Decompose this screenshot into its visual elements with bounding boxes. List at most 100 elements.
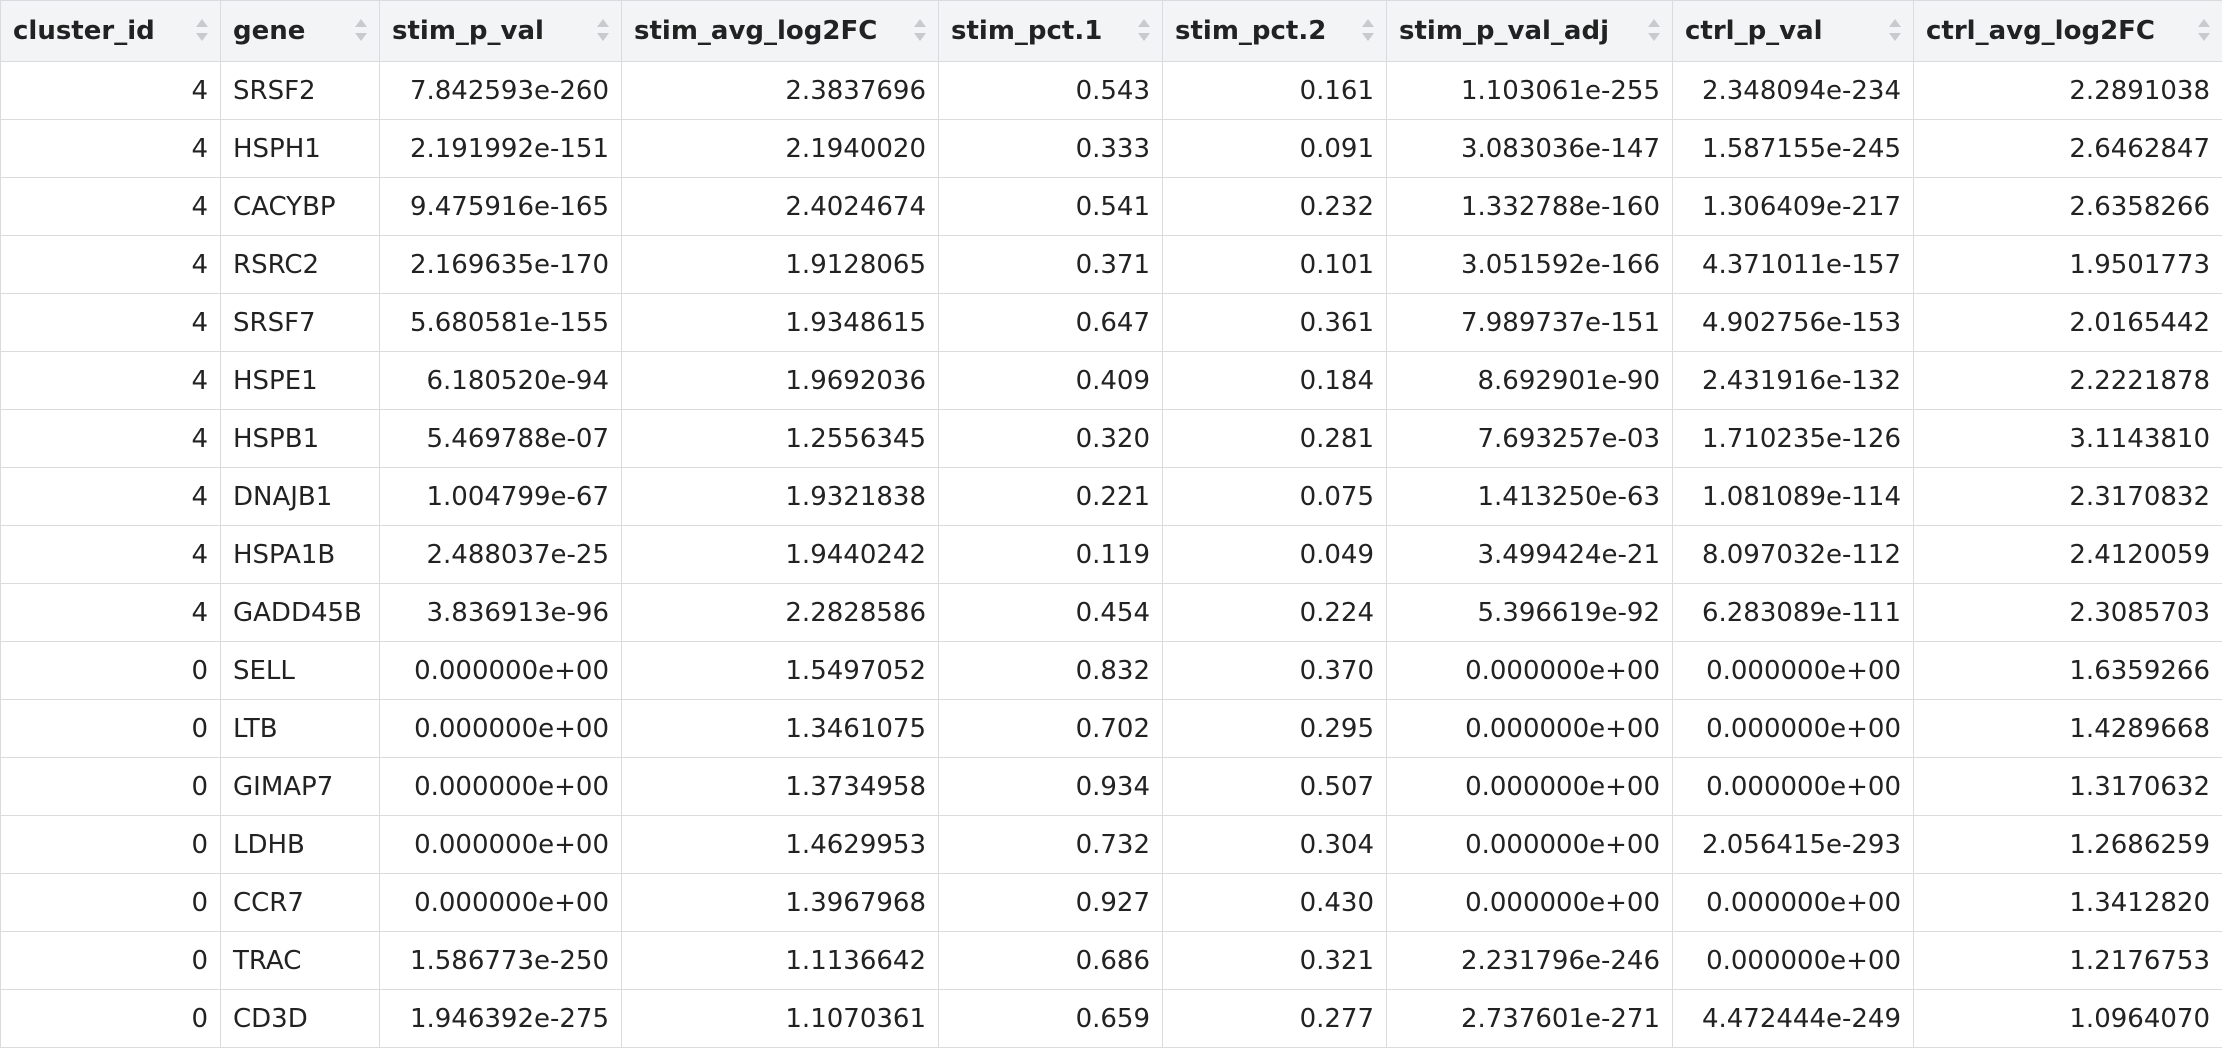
sort-icon[interactable] [597,19,609,41]
table-cell: 0.732 [938,815,1163,874]
table-row: 4 DNAJB1 1.004799e-67 1.9321838 0.221 0.075 1.… [0,467,2222,526]
column-title: stim_p_val_adj [1399,16,1609,46]
table-row: 0 CCR7 0.000000e+00 1.3967968 0.927 0.430 0.00… [0,873,2222,932]
table-cell: 6.180520e-94 [379,351,622,410]
column-header[interactable]: stim_pct.2 [1162,0,1387,62]
table-cell: 0.000000e+00 [1672,873,1914,932]
table-row: 4 SRSF2 7.842593e-260 2.3837696 0.543 0.161 1.… [0,61,2222,120]
table-cell: 1.9501773 [1913,235,2222,294]
table-row: 4 HSPE1 6.180520e-94 1.9692036 0.409 0.184 8.6… [0,351,2222,410]
sort-icon[interactable] [1889,19,1901,41]
table-cell: HSPE1 [220,351,380,410]
table-cell: 2.231796e-246 [1386,931,1673,990]
table-cell: 3.083036e-147 [1386,119,1673,178]
table-cell: 4 [0,467,221,526]
table-cell: 1.587155e-245 [1672,119,1914,178]
table-cell: 0.049 [1162,525,1387,584]
table-cell: 5.469788e-07 [379,409,622,468]
table-row: 0 GIMAP7 0.000000e+00 1.3734958 0.934 0.507 0.… [0,757,2222,816]
table-cell: 1.4629953 [621,815,939,874]
table-cell: 0.224 [1162,583,1387,642]
table-cell: RSRC2 [220,235,380,294]
table-cell: 2.6462847 [1913,119,2222,178]
table-cell: 1.3461075 [621,699,939,758]
table-cell: 0 [0,989,221,1048]
column-header[interactable]: stim_p_val_adj [1386,0,1673,62]
table-cell: 1.946392e-275 [379,989,622,1048]
table-cell: 0.304 [1162,815,1387,874]
table-cell: 4.472444e-249 [1672,989,1914,1048]
table-row: 0 LDHB 0.000000e+00 1.4629953 0.732 0.304 0.00… [0,815,2222,874]
sort-icon[interactable] [1648,19,1660,41]
column-header[interactable]: gene [220,0,380,62]
table-cell: 1.306409e-217 [1672,177,1914,236]
table-cell: 0.161 [1162,61,1387,120]
table-cell: 7.842593e-260 [379,61,622,120]
column-header[interactable]: cluster_id [0,0,221,62]
table-cell: 0.000000e+00 [379,815,622,874]
table-cell: HSPA1B [220,525,380,584]
table-cell: 4 [0,409,221,468]
sort-icon[interactable] [1138,19,1150,41]
column-header[interactable]: stim_avg_log2FC [621,0,939,62]
table-cell: 1.9128065 [621,235,939,294]
column-header[interactable]: stim_pct.1 [938,0,1163,62]
table-cell: 1.004799e-67 [379,467,622,526]
table-cell: 3.1143810 [1913,409,2222,468]
table-cell: 1.1070361 [621,989,939,1048]
column-header[interactable]: ctrl_avg_log2FC [1913,0,2222,62]
table-cell: 2.0165442 [1913,293,2222,352]
table-cell: SELL [220,641,380,700]
table-cell: 1.081089e-114 [1672,467,1914,526]
column-header[interactable]: ctrl_p_val [1672,0,1914,62]
table-cell: 1.3967968 [621,873,939,932]
table-cell: TRAC [220,931,380,990]
sort-icon[interactable] [2198,19,2210,41]
table-cell: 2.488037e-25 [379,525,622,584]
table-cell: 0.370 [1162,641,1387,700]
table-cell: 0.295 [1162,699,1387,758]
sort-icon[interactable] [914,19,926,41]
table-cell: 0.184 [1162,351,1387,410]
table-body: 4 SRSF2 7.842593e-260 2.3837696 0.543 0.161 1.… [0,61,2222,1048]
table-row: 4 CACYBP 9.475916e-165 2.4024674 0.541 0.232 1… [0,177,2222,236]
table-cell: 2.3837696 [621,61,939,120]
table-cell: 1.3734958 [621,757,939,816]
table-cell: 0.000000e+00 [1672,699,1914,758]
table-cell: 2.3085703 [1913,583,2222,642]
table-cell: 9.475916e-165 [379,177,622,236]
table-cell: 5.396619e-92 [1386,583,1673,642]
table-cell: 0.281 [1162,409,1387,468]
table-cell: GIMAP7 [220,757,380,816]
table-cell: 0.702 [938,699,1163,758]
table-cell: 2.191992e-151 [379,119,622,178]
column-header[interactable]: stim_p_val [379,0,622,62]
header-row: cluster_id gene stim_p_val stim_avg_log2FC s… [0,0,2222,62]
table-cell: 0.361 [1162,293,1387,352]
table-cell: 4 [0,177,221,236]
table-cell: 0.409 [938,351,1163,410]
table-cell: 4 [0,351,221,410]
table-cell: 0.659 [938,989,1163,1048]
sort-icon[interactable] [196,19,208,41]
column-title: stim_p_val [392,16,544,46]
sort-icon[interactable] [355,19,367,41]
table-cell: 0.000000e+00 [1672,931,1914,990]
table-cell: 0.321 [1162,931,1387,990]
table-cell: 0.119 [938,525,1163,584]
table-cell: 2.2891038 [1913,61,2222,120]
table-cell: 4 [0,61,221,120]
table-cell: 0.000000e+00 [379,699,622,758]
sort-icon[interactable] [1362,19,1374,41]
table-cell: CD3D [220,989,380,1048]
table-cell: LTB [220,699,380,758]
table-cell: 0.000000e+00 [379,641,622,700]
table-cell: 2.4024674 [621,177,939,236]
table-cell: 0.091 [1162,119,1387,178]
table-cell: 4 [0,583,221,642]
table-cell: 0 [0,699,221,758]
table-cell: 0.832 [938,641,1163,700]
table-row: 4 HSPH1 2.191992e-151 2.1940020 0.333 0.091 3.… [0,119,2222,178]
table-cell: HSPB1 [220,409,380,468]
